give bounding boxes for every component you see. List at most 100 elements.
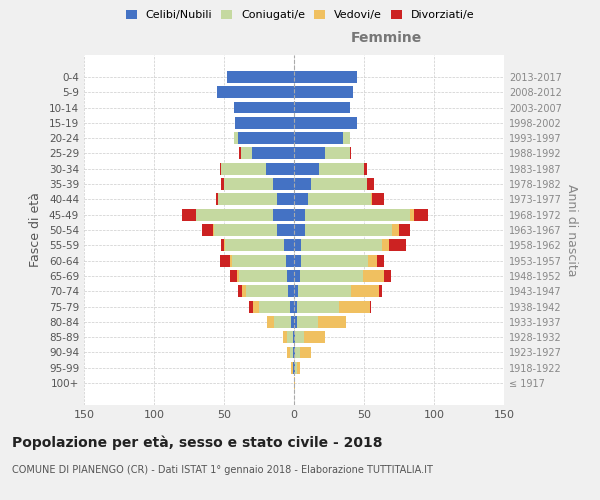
Bar [299,270,362,282]
Bar [294,254,301,266]
Bar [259,300,290,312]
Y-axis label: Fasce di età: Fasce di età [29,192,42,268]
Bar [382,240,389,252]
Bar [253,300,259,312]
Bar [218,194,277,205]
Bar [305,208,410,220]
Bar [217,86,294,98]
Bar [294,377,295,389]
Bar [290,346,293,358]
Bar [389,240,406,252]
Bar [301,254,368,266]
Bar [373,194,383,205]
Bar [294,240,301,252]
Bar [305,224,392,236]
Bar [202,224,213,236]
Bar [295,346,299,358]
Bar [239,148,241,160]
Bar [298,286,352,297]
Bar [294,178,311,190]
Bar [297,316,318,328]
Bar [339,300,370,312]
Bar [266,163,294,174]
Bar [249,300,253,312]
Bar [283,331,287,343]
Bar [287,331,293,343]
Text: Popolazione per età, sesso e stato civile - 2018: Popolazione per età, sesso e stato civil… [12,435,383,450]
Bar [214,224,277,236]
Bar [294,208,305,220]
Bar [294,117,357,129]
Bar [235,117,294,129]
Bar [294,163,319,174]
Bar [294,270,299,282]
Bar [383,270,391,282]
Bar [294,300,297,312]
Bar [350,148,352,160]
Bar [293,331,294,343]
Bar [224,240,226,252]
Bar [294,102,350,114]
Bar [221,240,224,252]
Bar [370,300,371,312]
Bar [273,208,294,220]
Text: Femmine: Femmine [351,30,422,44]
Bar [230,254,232,266]
Bar [297,300,339,312]
Bar [242,286,247,297]
Bar [301,240,382,252]
Bar [226,240,284,252]
Bar [379,286,382,297]
Bar [295,331,304,343]
Bar [215,194,218,205]
Bar [399,224,410,236]
Bar [232,254,286,266]
Bar [274,316,291,328]
Bar [392,224,399,236]
Bar [227,71,294,83]
Bar [308,194,371,205]
Bar [294,132,343,144]
Bar [238,286,242,297]
Bar [273,178,294,190]
Bar [364,163,367,174]
Bar [287,346,290,358]
Bar [293,362,294,374]
Bar [221,163,266,174]
Bar [325,148,350,160]
Bar [234,102,294,114]
Bar [304,331,325,343]
Bar [294,331,295,343]
Bar [377,254,383,266]
Bar [368,254,377,266]
Bar [220,163,221,174]
Bar [182,208,196,220]
Bar [220,254,230,266]
Bar [367,178,374,190]
Bar [247,286,289,297]
Bar [196,208,273,220]
Bar [311,178,367,190]
Bar [297,362,299,374]
Bar [277,224,294,236]
Bar [294,316,297,328]
Bar [294,194,308,205]
Bar [294,224,305,236]
Bar [410,208,415,220]
Legend: Celibi/Nubili, Coniugati/e, Vedovi/e, Divorziati/e: Celibi/Nubili, Coniugati/e, Vedovi/e, Di… [121,6,479,25]
Bar [241,148,252,160]
Y-axis label: Anni di nascita: Anni di nascita [565,184,578,276]
Bar [290,300,294,312]
Bar [294,362,295,374]
Bar [238,132,294,144]
Bar [362,270,383,282]
Bar [291,316,294,328]
Bar [318,316,346,328]
Bar [239,270,287,282]
Bar [224,178,273,190]
Bar [287,270,294,282]
Bar [343,132,350,144]
Bar [252,148,294,160]
Bar [295,362,297,374]
Bar [284,240,294,252]
